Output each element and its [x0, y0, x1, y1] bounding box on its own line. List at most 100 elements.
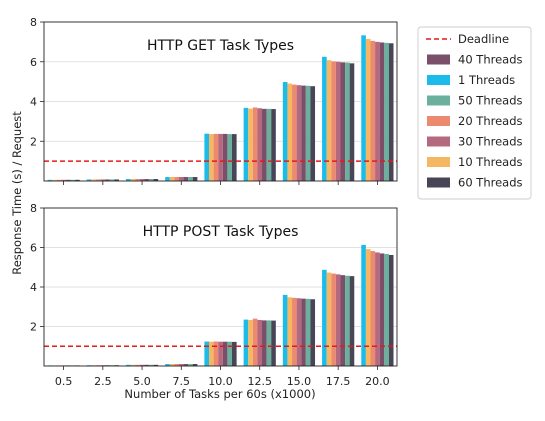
legend-label: 1 Threads — [458, 73, 515, 87]
bar — [232, 134, 237, 181]
y-tick-label: 4 — [30, 281, 37, 294]
bar — [271, 109, 276, 181]
bar — [86, 179, 92, 181]
bar — [384, 254, 389, 366]
x-axis-label: Number of Tasks per 60s (x1000) — [124, 387, 315, 401]
bar — [213, 341, 219, 366]
bar — [326, 60, 332, 181]
bar — [322, 269, 327, 366]
bar — [169, 364, 175, 366]
bar — [257, 108, 263, 181]
bar — [248, 319, 253, 366]
plot-panels: 2 4 6 8 HTTP GET Task Types 2 4 6 8 HTTP POST Tas… — [30, 16, 398, 370]
bar — [52, 179, 57, 181]
bar — [209, 134, 214, 181]
bar — [340, 62, 346, 181]
bar — [209, 341, 214, 366]
x-tick-label: 0.5 — [55, 375, 73, 388]
legend-swatch — [427, 136, 450, 147]
bar — [301, 298, 306, 366]
bar — [349, 276, 355, 366]
bar — [292, 297, 297, 366]
legend-box — [417, 26, 532, 200]
bar — [252, 107, 258, 181]
bar — [95, 179, 101, 181]
bar — [331, 273, 336, 366]
legend-label: Deadline — [458, 32, 509, 46]
bar — [282, 82, 288, 181]
bar — [135, 364, 140, 366]
legend-label: 10 Threads — [458, 155, 523, 169]
bar — [379, 253, 385, 366]
bar — [109, 179, 115, 181]
bar — [204, 133, 209, 181]
legend-swatch — [427, 54, 450, 65]
bar — [139, 179, 145, 181]
bar — [292, 84, 297, 181]
x-tick-label: 10.0 — [208, 375, 233, 388]
y-tick-label: 6 — [30, 242, 37, 255]
bar — [335, 61, 341, 181]
bar — [282, 294, 288, 366]
bar — [322, 56, 327, 181]
bar — [75, 179, 80, 181]
bar — [243, 319, 249, 366]
bar — [296, 85, 302, 181]
bar — [326, 272, 332, 366]
bar — [192, 177, 198, 181]
bar — [370, 40, 376, 181]
bar — [331, 61, 336, 181]
bar — [305, 298, 311, 366]
bar — [153, 179, 159, 181]
bar — [349, 63, 355, 182]
legend-swatch — [427, 116, 450, 126]
bar — [335, 274, 341, 366]
bar — [370, 251, 376, 366]
y-tick-label: 8 — [30, 202, 37, 215]
bar — [183, 364, 189, 366]
bar — [61, 179, 66, 181]
legend-label: 50 Threads — [458, 94, 523, 108]
panel-1: 2 4 6 8 HTTP GET Task Types — [30, 16, 398, 185]
x-tick-label: 17.5 — [326, 375, 351, 388]
bar — [65, 179, 71, 181]
legend-swatch — [427, 177, 450, 188]
bar — [125, 364, 131, 366]
bar — [144, 364, 149, 366]
y-tick-label: 2 — [30, 135, 37, 148]
bar — [105, 179, 110, 181]
bar — [222, 133, 228, 181]
bar — [287, 83, 293, 181]
bar — [204, 341, 209, 366]
bar — [91, 179, 96, 181]
bar — [178, 177, 184, 181]
x-tick-labels: 0.5 2.5 5.0 7.5 10.0 12.5 15.0 17.5 20.0 — [55, 375, 390, 388]
bar — [188, 364, 193, 366]
bar — [310, 86, 316, 181]
bar — [262, 320, 267, 366]
bar — [169, 177, 175, 181]
bar — [365, 249, 371, 366]
bar — [174, 364, 179, 366]
bar — [243, 107, 249, 181]
bar — [345, 62, 350, 181]
bar — [252, 318, 258, 366]
bar — [388, 255, 394, 366]
bar — [375, 252, 380, 366]
bar — [130, 179, 136, 181]
legend: Deadline 40 Threads 1 Threads 50 Threads 20 … — [417, 26, 532, 200]
bar — [125, 179, 131, 181]
bar — [192, 364, 198, 366]
bar — [213, 133, 219, 181]
bar — [262, 108, 267, 181]
bar — [227, 341, 232, 366]
bar — [165, 364, 170, 366]
bar — [139, 364, 145, 366]
bar — [70, 179, 76, 181]
bar — [174, 177, 179, 181]
x-tick-label: 15.0 — [287, 375, 312, 388]
x-tick-label: 2.5 — [94, 375, 112, 388]
bar — [148, 179, 154, 181]
bar — [340, 275, 346, 366]
